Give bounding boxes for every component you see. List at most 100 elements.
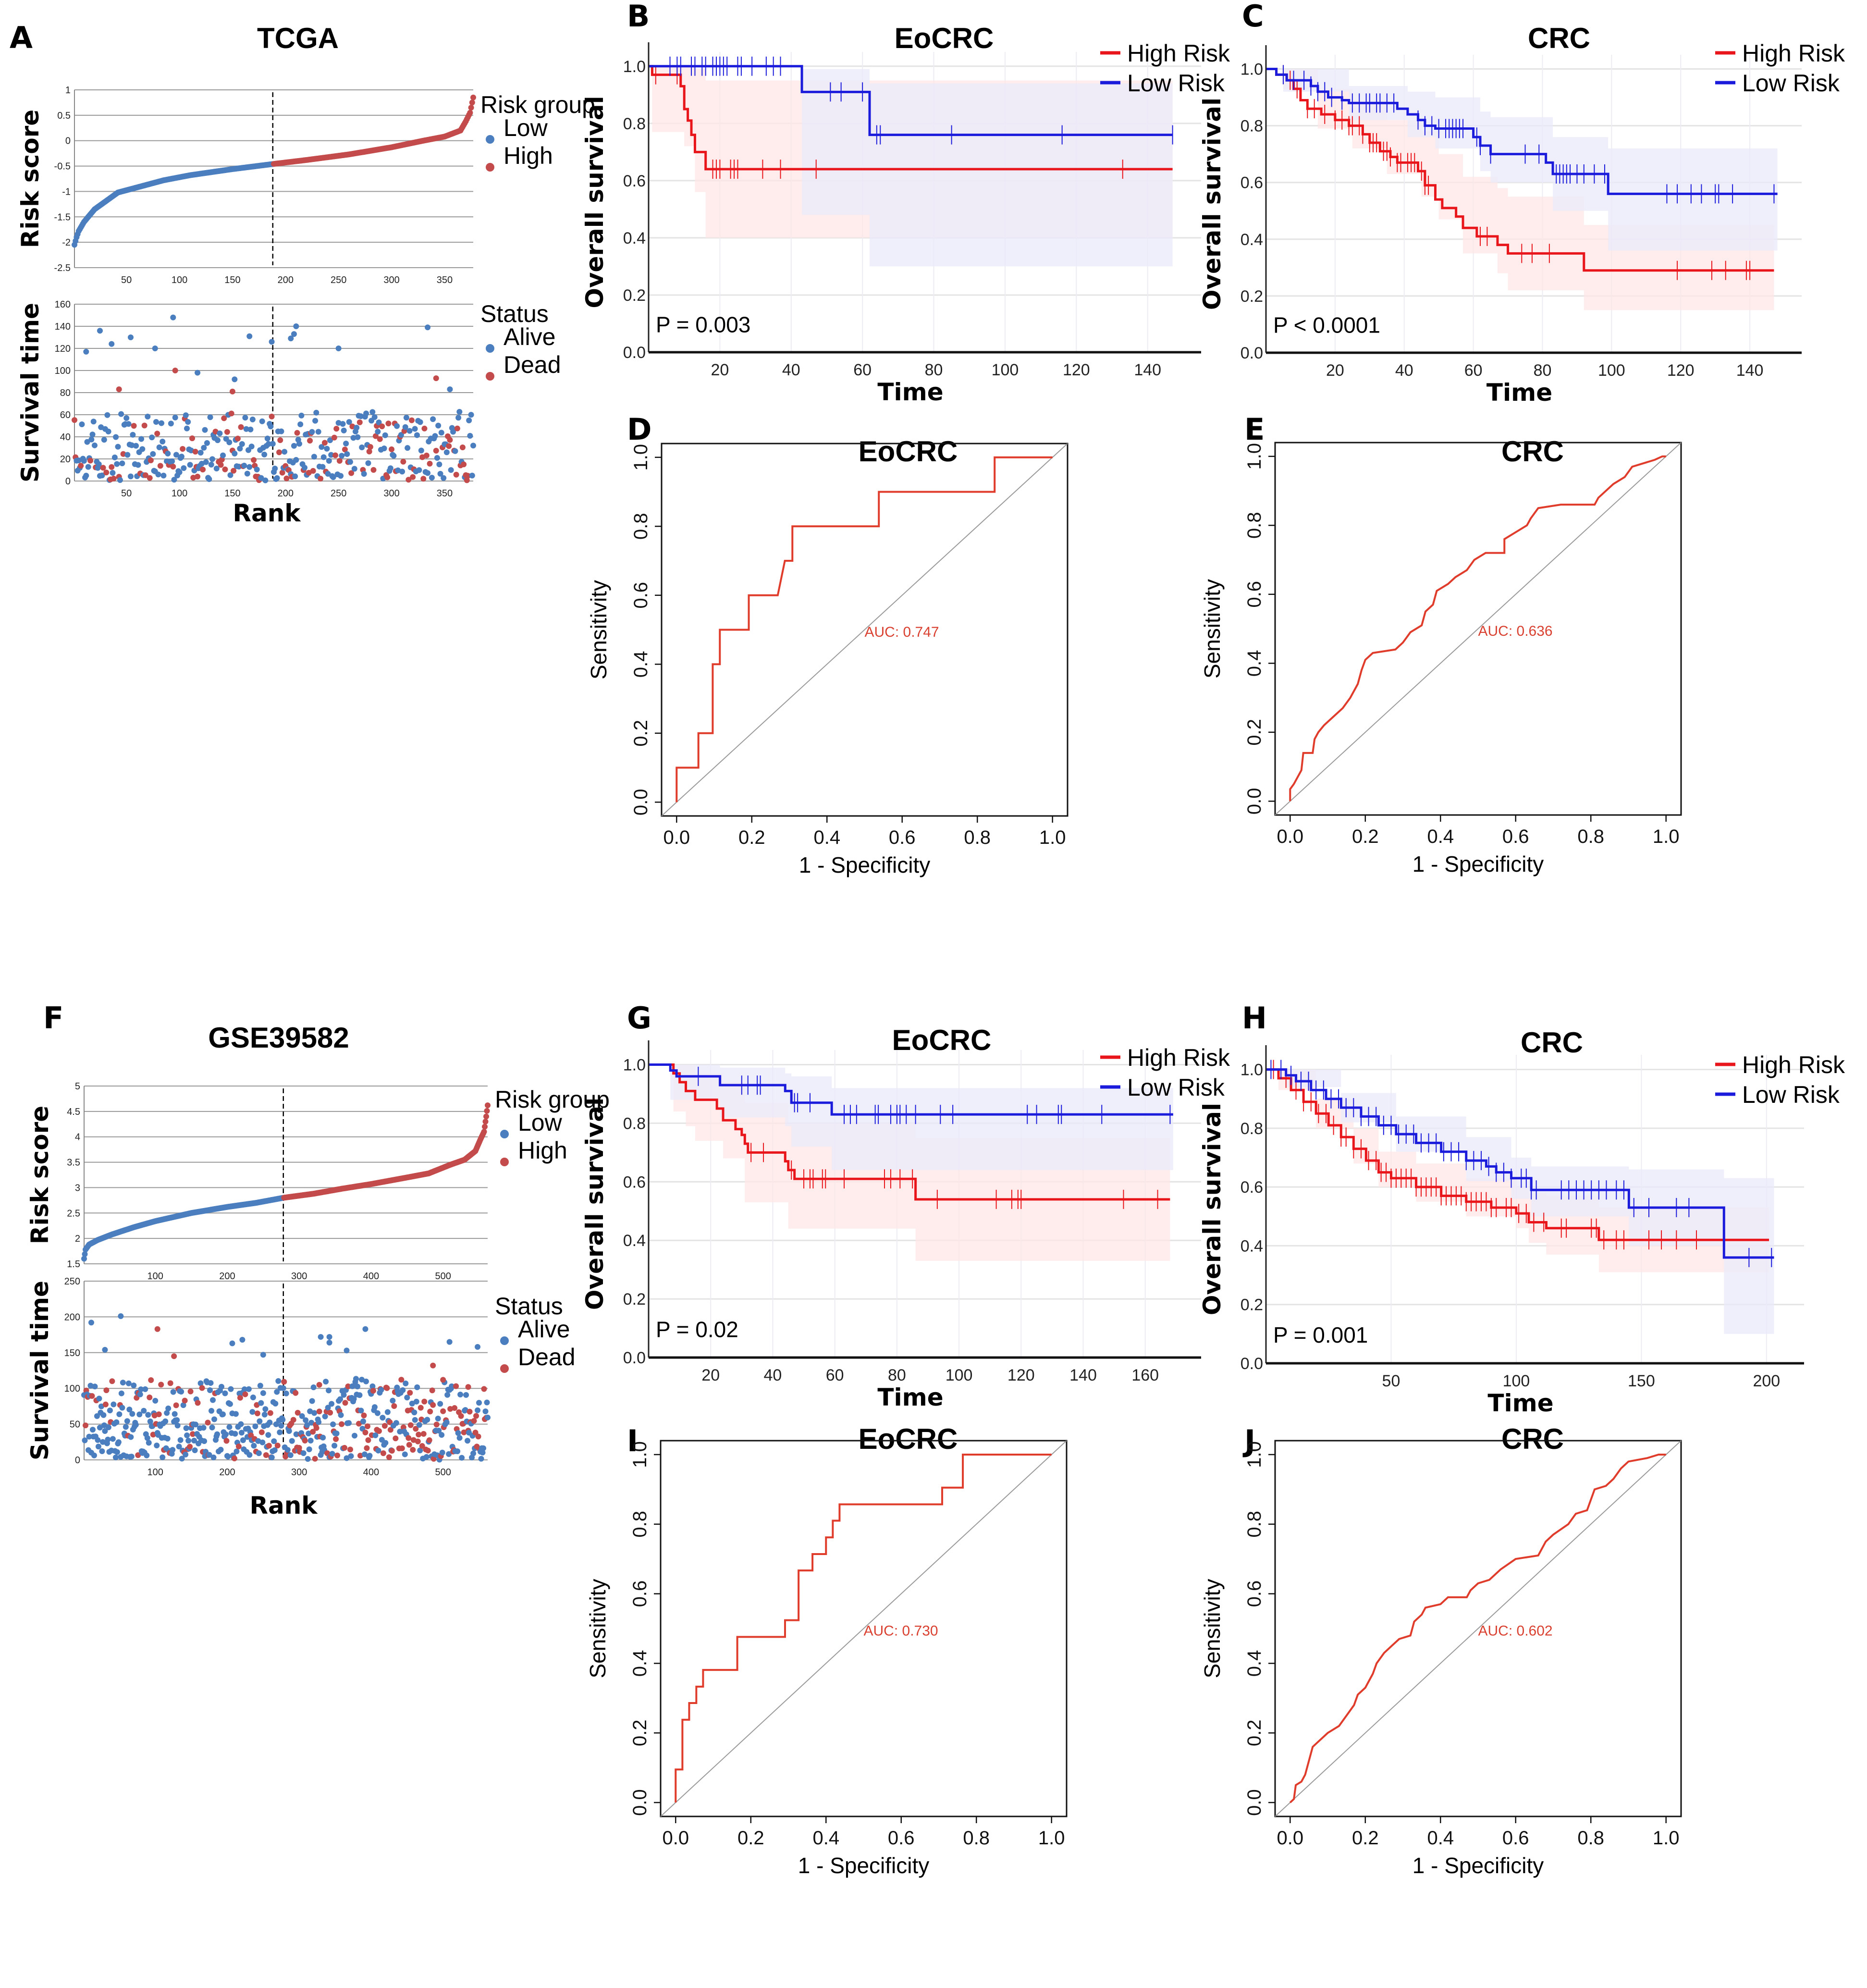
subplot-survival: 0 20 40 60 80 100 120 140 160 50 100 150 200 250 300 35… [16, 299, 561, 527]
survival-point [421, 425, 428, 432]
y-tick-label: 0.8 [623, 1114, 646, 1133]
survival-point [270, 441, 276, 447]
survival-point [172, 368, 178, 373]
survival-point [246, 1386, 252, 1392]
survival-point [169, 458, 175, 464]
survival-point [271, 1447, 278, 1453]
survival-point [394, 423, 400, 429]
survival-point [325, 1405, 331, 1411]
survival-point [218, 462, 224, 468]
survival-point [303, 1417, 309, 1423]
panel-label: J [1242, 1423, 1255, 1458]
survival-point [446, 443, 452, 449]
panel-label: D [627, 412, 651, 447]
survival-point [333, 1431, 340, 1437]
y-tick-label: 0.2 [1241, 1296, 1263, 1314]
survival-point [406, 428, 413, 434]
survival-point [116, 386, 122, 393]
panel-label: H [1242, 1000, 1267, 1036]
survival-point [364, 1445, 370, 1451]
survival-point [118, 411, 124, 417]
survival-point [436, 1428, 442, 1434]
survival-point [412, 1417, 418, 1423]
y-axis-label: Sensitivity [585, 1579, 610, 1678]
panel-c: C CRC 0.0 0.2 0.4 0.6 0.8 1.0 20 40 60 80 100 120 140 O… [1198, 0, 1845, 407]
survival-point [375, 429, 381, 435]
risk-point [482, 1119, 489, 1124]
survival-point [367, 1453, 373, 1459]
survival-point [209, 1424, 215, 1431]
survival-point [411, 1409, 418, 1416]
x-tick-label: 1.0 [1653, 1827, 1680, 1849]
survival-point [94, 1413, 100, 1419]
survival-point [356, 419, 363, 425]
survival-point [286, 1428, 292, 1434]
survival-point [362, 1429, 368, 1435]
x-tick-label: 150 [1628, 1372, 1655, 1390]
survival-point [365, 460, 371, 466]
x-tick-label: 300 [383, 488, 399, 499]
y-tick-label: 0.6 [623, 172, 646, 190]
x-tick-label: 0.6 [888, 1827, 915, 1849]
survival-point [430, 1402, 436, 1408]
subplot-risk: 1.5 2 2.5 3 3.5 4 4.5 5 100 200 300 400 500 Risk scor… [26, 1081, 610, 1282]
y-tick-label: 3 [75, 1183, 80, 1193]
survival-point [363, 410, 369, 417]
y-tick-label: 0.4 [1244, 650, 1265, 677]
survival-point [440, 1377, 446, 1383]
survival-point [167, 1380, 173, 1386]
panel-b: B EoCRC 0.0 0.2 0.4 0.6 0.8 1.0 20 40 60 80 100 120 14… [581, 0, 1230, 406]
survival-point [279, 469, 285, 476]
survival-point [294, 430, 300, 436]
survival-point [413, 1398, 419, 1405]
survival-point [265, 441, 271, 447]
y-tick-label: 0.8 [629, 1511, 651, 1538]
survival-point [334, 1452, 341, 1458]
survival-point [92, 1383, 98, 1390]
survival-point [327, 437, 333, 444]
survival-point [387, 465, 393, 471]
y-tick-label: 0.8 [1241, 117, 1263, 136]
survival-point [262, 477, 269, 483]
x-tick-label: 200 [219, 1271, 235, 1282]
p-value: P = 0.001 [1273, 1322, 1368, 1347]
survival-point [325, 470, 331, 477]
survival-point [480, 1445, 487, 1451]
y-tick-label: 4 [75, 1132, 80, 1143]
x-tick-label: 100 [172, 275, 187, 285]
survival-point [297, 421, 304, 428]
survival-point [226, 1424, 233, 1430]
survival-point [120, 1380, 126, 1386]
survival-point [324, 445, 330, 452]
x-tick-label: 50 [1382, 1372, 1400, 1390]
km-curve-low-risk [1266, 1068, 1774, 1259]
y-tick-label: 0.8 [1241, 1120, 1263, 1138]
y-axis-label: Risk score [16, 110, 44, 248]
survival-point [350, 435, 356, 441]
roc-curve [675, 1453, 1052, 1803]
survival-point [211, 1416, 218, 1422]
survival-point [348, 470, 355, 476]
survival-point [154, 431, 160, 437]
survival-point [190, 1431, 196, 1437]
survival-point [354, 424, 360, 431]
survival-point [102, 1401, 109, 1408]
survival-point [251, 457, 257, 463]
survival-point [105, 429, 111, 435]
y-tick-label: 0.8 [1244, 1511, 1265, 1538]
y-tick-label: 1.0 [1241, 1061, 1263, 1079]
survival-point [135, 462, 141, 468]
survival-point [183, 412, 189, 419]
survival-point [150, 451, 156, 457]
y-tick-label: 0.6 [629, 1581, 651, 1607]
survival-point [384, 1409, 391, 1415]
survival-point [417, 1447, 423, 1454]
panel-title: EoCRC [895, 22, 994, 54]
survival-point [123, 1424, 129, 1430]
survival-point [304, 1422, 310, 1428]
plot-frame [1274, 1440, 1682, 1817]
survival-point [98, 1403, 104, 1409]
y-tick-label: 0.6 [1244, 1581, 1265, 1607]
survival-point [342, 1400, 348, 1406]
survival-point [363, 1378, 369, 1384]
